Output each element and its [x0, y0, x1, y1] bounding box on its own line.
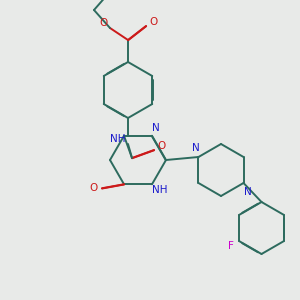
Text: N: N — [244, 187, 251, 197]
Text: O: O — [90, 183, 98, 193]
Text: O: O — [149, 17, 157, 27]
Text: N: N — [152, 123, 160, 133]
Text: O: O — [100, 18, 108, 28]
Text: F: F — [228, 241, 234, 251]
Text: NH: NH — [152, 185, 168, 195]
Text: O: O — [157, 141, 165, 151]
Text: N: N — [192, 143, 200, 153]
Text: NH: NH — [110, 134, 126, 144]
